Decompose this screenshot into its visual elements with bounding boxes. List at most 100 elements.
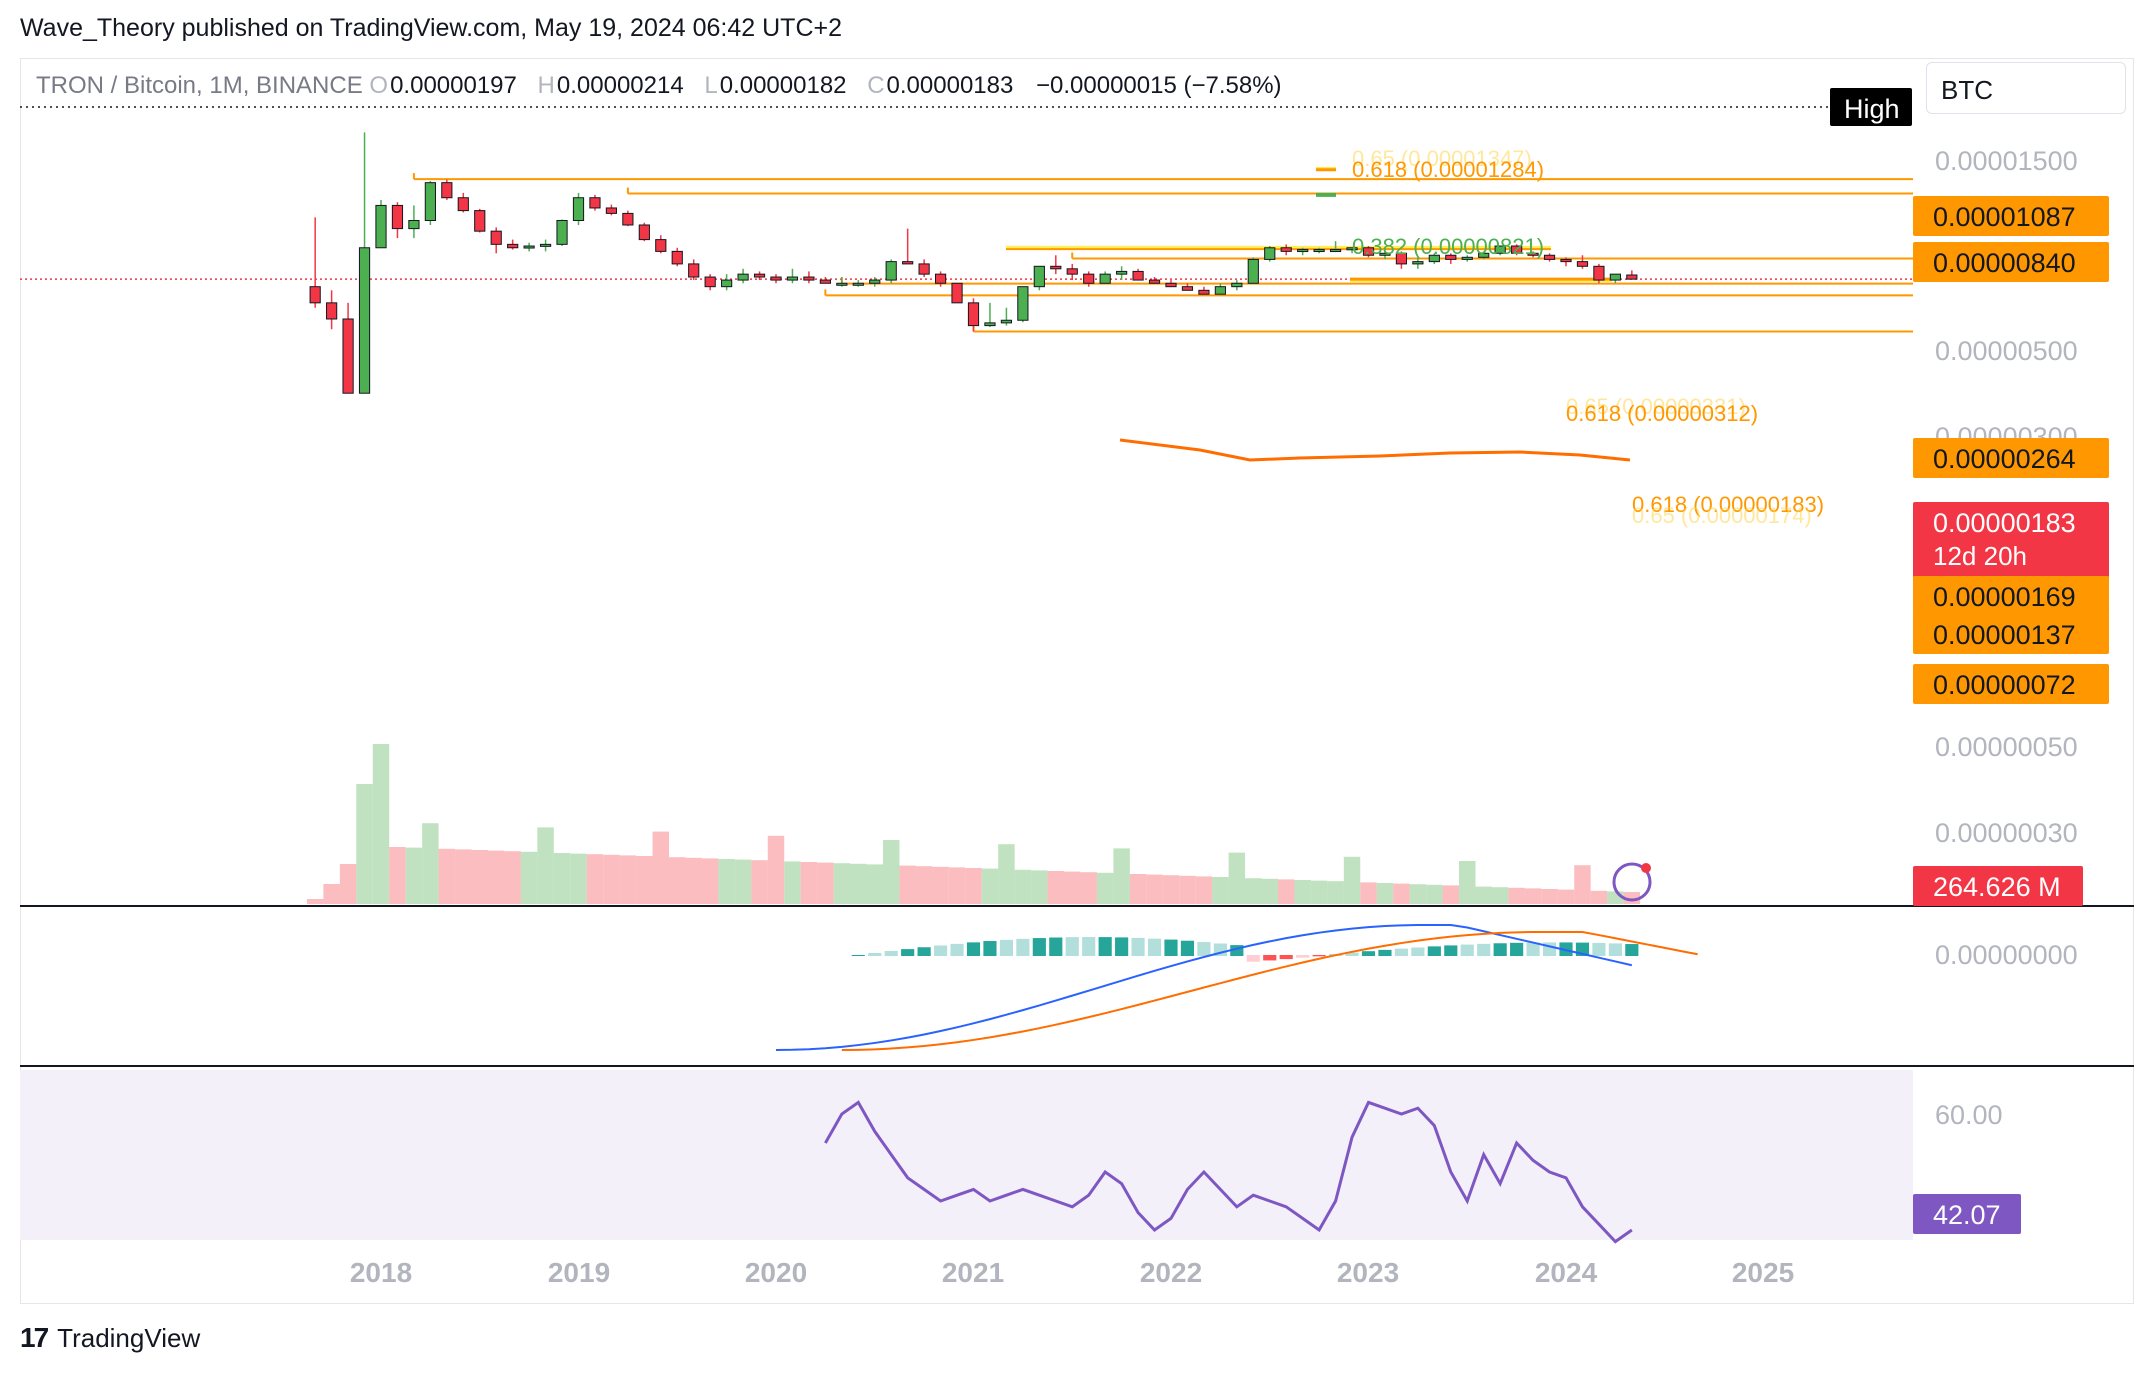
volume-bar <box>833 863 851 904</box>
volume-bar <box>998 844 1015 904</box>
rsi-band <box>20 1070 1913 1240</box>
candle-body <box>375 204 387 249</box>
level-tag[interactable]: 0.00000840 <box>1913 242 2109 282</box>
candle-body <box>1511 245 1523 254</box>
macd-histogram-bar <box>1411 947 1425 956</box>
macd-histogram-bar <box>1230 945 1244 956</box>
macd-histogram-bar <box>1394 948 1408 956</box>
volume-bar <box>1590 890 1608 904</box>
legend-symbol[interactable]: TRON / Bitcoin, 1M, BINANCE <box>36 72 363 99</box>
candle-body <box>556 219 568 245</box>
volume-bar <box>1146 874 1163 904</box>
candle-body <box>819 279 831 284</box>
volume-bar <box>570 853 587 904</box>
volume-bar <box>1508 887 1525 904</box>
volume-bar <box>1031 870 1048 904</box>
macd-histogram-bar <box>1460 944 1474 956</box>
candle-body <box>589 197 601 209</box>
macd-histogram-bar <box>1147 938 1162 956</box>
macd-histogram-bar <box>1263 955 1277 961</box>
volume-bar <box>1129 874 1147 904</box>
volume-bar <box>1261 878 1278 904</box>
price-axis-tick: 0.00001500 <box>1935 146 2078 176</box>
tradingview-logo[interactable]: 17 TradingView <box>20 1322 200 1354</box>
level-tag[interactable]: 0.00000169 <box>1913 576 2109 616</box>
macd-histogram-bar <box>1032 938 1046 956</box>
volume-bar <box>356 784 373 904</box>
currency-selector[interactable]: BTC <box>1926 62 2126 114</box>
candle-body <box>836 282 848 286</box>
price-axis-tick: 0.00000500 <box>1935 336 2078 366</box>
candle-body <box>539 243 552 247</box>
volume-bar <box>1113 848 1130 904</box>
legend-open: 0.00000197 <box>390 72 517 99</box>
volume-bar <box>1047 871 1065 904</box>
macd-histogram-bar <box>966 942 981 956</box>
volume-bar <box>932 866 949 904</box>
x-axis-tick: 2025 <box>1731 1257 1795 1288</box>
candle-body <box>655 239 667 252</box>
candle-body <box>1560 258 1572 263</box>
candle-body <box>1576 261 1589 267</box>
price-axis-tick: 0.00000030 <box>1935 818 2078 848</box>
level-tag[interactable]: 0.00000264 <box>1913 438 2109 478</box>
candle-body <box>309 286 321 304</box>
level-tag[interactable]: 0.00000072 <box>1913 664 2109 704</box>
macd-axis-tick: 0.00000000 <box>1935 940 2078 970</box>
candle-body <box>523 245 535 249</box>
legend-line: TRON / Bitcoin, 1M, BINANCE O0.00000197 … <box>36 72 1296 100</box>
candle-body <box>1181 286 1194 291</box>
candle-body <box>1198 289 1210 295</box>
volume-bar <box>1409 884 1427 904</box>
volume-bar <box>619 855 637 904</box>
volume-bar <box>1080 872 1097 904</box>
chart-frame[interactable] <box>20 58 2134 1304</box>
macd-histogram-bar <box>1625 944 1639 956</box>
macd-histogram-bar <box>1493 943 1507 956</box>
candle-body <box>1527 252 1539 256</box>
macd-histogram-bar <box>884 951 898 956</box>
candle-body <box>918 263 930 275</box>
candle-body <box>688 263 700 278</box>
macd-histogram-bar <box>1427 946 1441 956</box>
volume-bar <box>1442 885 1460 904</box>
candle-body <box>934 273 947 284</box>
candle-body <box>622 212 634 226</box>
volume-bar <box>669 857 686 904</box>
candle-body <box>1214 286 1226 295</box>
volume-bar <box>948 867 966 904</box>
macd-histogram-bar <box>868 953 882 956</box>
rsi-line <box>824 1100 1633 1244</box>
volume-bar <box>751 860 768 904</box>
volume-bar <box>915 866 933 904</box>
fib-label-ghost: 0.65 (0.00000331) <box>1566 394 1746 419</box>
volume-bar <box>965 868 982 904</box>
fib-label: 0.618 (0.00000183) <box>1632 492 1825 517</box>
macd-histogram-bar <box>1131 937 1145 956</box>
volume-bar <box>504 851 521 904</box>
volume-tag: 264.626 M <box>1913 866 2083 906</box>
horizontal-levels <box>20 106 1913 333</box>
volume-bar <box>866 864 883 904</box>
candle-body <box>1593 265 1605 281</box>
level-tag[interactable]: 0.00000137 <box>1913 614 2109 654</box>
candle-body <box>1116 270 1128 275</box>
candle-body <box>391 204 404 230</box>
candle-body <box>441 182 453 199</box>
level-tag[interactable]: 0.00001087 <box>1913 196 2109 236</box>
volume-bar <box>586 854 604 904</box>
x-axis-tick: 2023 <box>1336 1257 1400 1288</box>
volume-bar <box>850 863 867 904</box>
candle-body <box>704 276 716 288</box>
volume-bar <box>767 835 785 904</box>
legend-change: −0.00000015 (−7.58%) <box>1036 72 1282 99</box>
macd-histogram-bar <box>1049 937 1063 956</box>
macd-histogram-bar <box>1444 945 1458 956</box>
candle-body <box>457 197 469 212</box>
volume-bar <box>323 884 340 904</box>
macd-histogram-bar <box>1361 951 1376 956</box>
macd-histogram-bar <box>1312 955 1326 957</box>
legend-close-key: C <box>867 72 885 99</box>
candle-body <box>1395 252 1408 265</box>
